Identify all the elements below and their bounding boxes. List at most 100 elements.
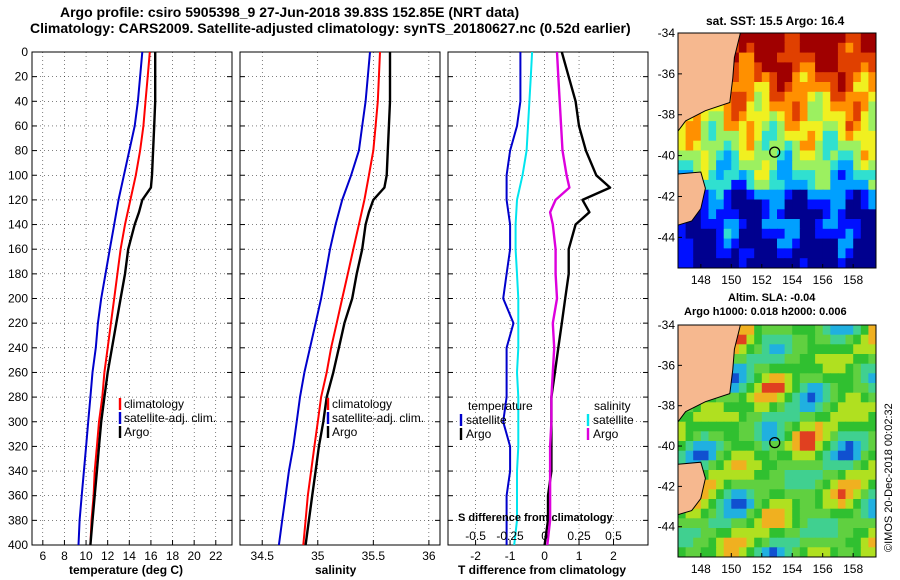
map-cell: [822, 33, 831, 44]
legend-label: Argo: [593, 427, 619, 441]
x2-tick-label: 0.5: [605, 529, 622, 543]
map-cell: [799, 219, 808, 230]
map-cell: [777, 479, 786, 490]
map-cell: [708, 450, 717, 461]
map-cell: [845, 101, 854, 112]
sla-map-subtitle: Argo h1000: 0.018 h2000: 0.006: [684, 306, 847, 318]
map-cell: [761, 52, 770, 63]
map-cell: [784, 199, 793, 210]
map-cell: [807, 547, 816, 557]
map-cell: [746, 199, 755, 210]
map-cell: [868, 528, 876, 539]
gridlines: [32, 51, 232, 546]
map-cell: [700, 489, 709, 500]
map-cell: [716, 470, 725, 481]
map-cell: [822, 42, 831, 54]
series-group: [502, 52, 612, 545]
map-cell: [777, 450, 786, 461]
map-cell: [754, 334, 763, 345]
map-cell: [723, 441, 732, 452]
map-cell: [693, 528, 702, 539]
map-cell: [731, 354, 740, 365]
map-cell: [822, 479, 831, 490]
map-cell: [700, 508, 709, 519]
map-cell: [769, 33, 778, 44]
map-cell: [807, 334, 816, 345]
land-mainland: [678, 33, 741, 132]
map-cell: [807, 42, 816, 54]
map-cell: [830, 62, 839, 73]
map-cell: [845, 547, 854, 557]
map-cell: [868, 140, 876, 152]
sla-map: 148 150 152 154 156 158 -34 -36 -38 -40 -42 -44: [658, 318, 877, 576]
map-cell: [784, 363, 793, 374]
map-cell: [777, 150, 786, 161]
map-cell: [716, 518, 725, 529]
map-cell: [723, 199, 732, 210]
map-cell: [769, 363, 778, 374]
map-cell: [845, 363, 854, 374]
map-cell: [815, 383, 824, 394]
map-cell: [746, 325, 755, 336]
map-cell: [837, 383, 847, 394]
map-cell: [853, 392, 862, 403]
map-cell: [761, 450, 770, 461]
map-cell: [868, 431, 876, 442]
map-cell: [860, 402, 869, 413]
map-cell: [792, 140, 801, 152]
map-cell: [777, 431, 786, 442]
map-cell: [716, 140, 725, 152]
map-cell: [769, 258, 778, 268]
map-cell: [777, 325, 786, 336]
map-cell: [784, 412, 793, 423]
map-cell: [777, 528, 786, 539]
map-cell: [784, 547, 793, 557]
map-cell: [845, 160, 854, 171]
map-cell: [860, 101, 869, 112]
map-cell: [731, 383, 740, 394]
map-cell: [716, 499, 725, 510]
map-cell: [799, 383, 808, 394]
map-cell: [708, 170, 717, 181]
map-cell: [853, 189, 862, 201]
map-cell: [845, 528, 854, 539]
map-cell: [731, 518, 740, 529]
map-cell: [731, 189, 740, 201]
map-cell: [868, 479, 876, 490]
map-cell: [853, 402, 862, 413]
map-cell: [792, 179, 801, 191]
map-cell: [837, 238, 847, 249]
map-cell: [769, 42, 778, 54]
land-tasmania: [678, 171, 706, 226]
map-cell: [754, 82, 763, 93]
map-cell: [693, 431, 702, 442]
map-cell: [822, 72, 831, 83]
map-cell: [860, 363, 869, 374]
map-cell: [784, 33, 793, 44]
map-cell: [738, 42, 748, 54]
legend: temperaturesatelliteArgosalinitysatellit…: [459, 399, 634, 441]
map-cell: [822, 402, 831, 413]
map-cell: [799, 325, 808, 336]
map-cell: [708, 258, 717, 268]
map-cell: [837, 441, 847, 452]
map-cell: [792, 528, 801, 539]
depth-tick-label: 220: [8, 316, 28, 330]
map-cell: [754, 518, 763, 529]
map-cell: [761, 479, 770, 490]
map-frame: [677, 32, 877, 269]
map-cell: [830, 209, 839, 220]
s-difference-axis-label: S difference from climatology: [458, 512, 613, 524]
land-mainland: [678, 325, 741, 423]
map-cell: [678, 160, 687, 171]
map-cell: [868, 52, 876, 63]
map-x-tick-label: 150: [721, 273, 741, 287]
map-cell: [822, 140, 831, 152]
map-cell: [799, 199, 808, 210]
map-cell: [792, 470, 801, 481]
map-cell: [837, 82, 847, 93]
map-cell: [815, 518, 824, 529]
map-cell: [853, 528, 862, 539]
map-cell: [853, 547, 862, 557]
map-cell: [723, 238, 732, 249]
